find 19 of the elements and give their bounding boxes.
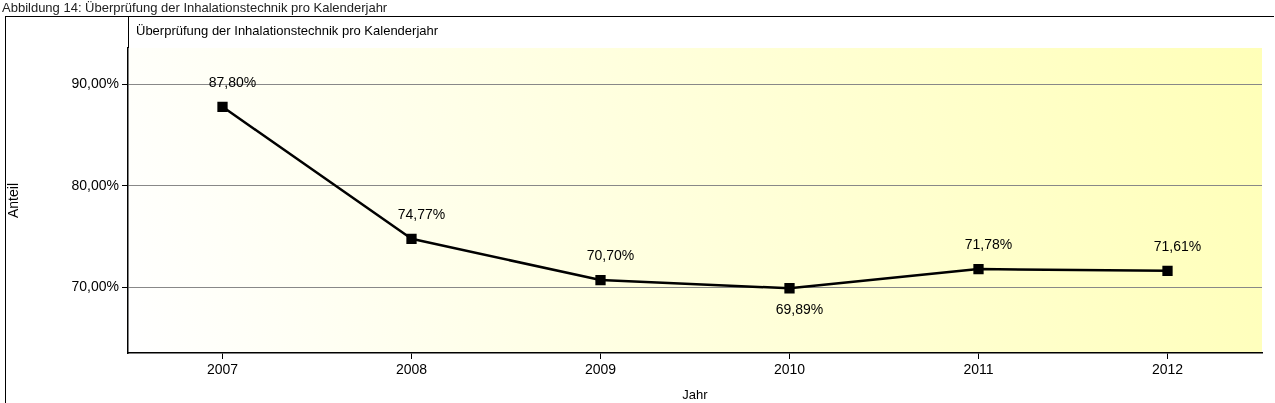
- x-tick-label: 2007: [206, 361, 239, 378]
- x-axis-title: Jahr: [682, 386, 709, 402]
- y-axis-title: Anteil: [5, 182, 22, 219]
- data-label: 87,80%: [208, 73, 257, 90]
- data-label: 71,78%: [964, 235, 1013, 252]
- text: Abbildung 14: Überprüfung der Inhalationstechnik pro Kalenderjahr: [2, 0, 388, 15]
- data-label: 69,89%: [775, 301, 824, 318]
- x-tick-label: 2010: [773, 361, 806, 378]
- data-label: 70,70%: [586, 246, 635, 263]
- y-tick-label: 90,00%: [71, 75, 119, 92]
- y-tick-label: 70,00%: [71, 278, 119, 294]
- data-label: 74,77%: [397, 205, 446, 222]
- x-tick-label: 2008: [395, 361, 428, 378]
- data-label: 71,61%: [1153, 237, 1202, 254]
- x-tick-label: 2011: [963, 361, 994, 378]
- x-tick-label: 2009: [584, 361, 617, 378]
- y-tick-label: 80,00%: [71, 176, 119, 193]
- x-tick-label: 2012: [1151, 361, 1184, 378]
- chart-title: Überprüfung der Inhalationstechnik pro Kalenderjahr: [136, 22, 439, 38]
